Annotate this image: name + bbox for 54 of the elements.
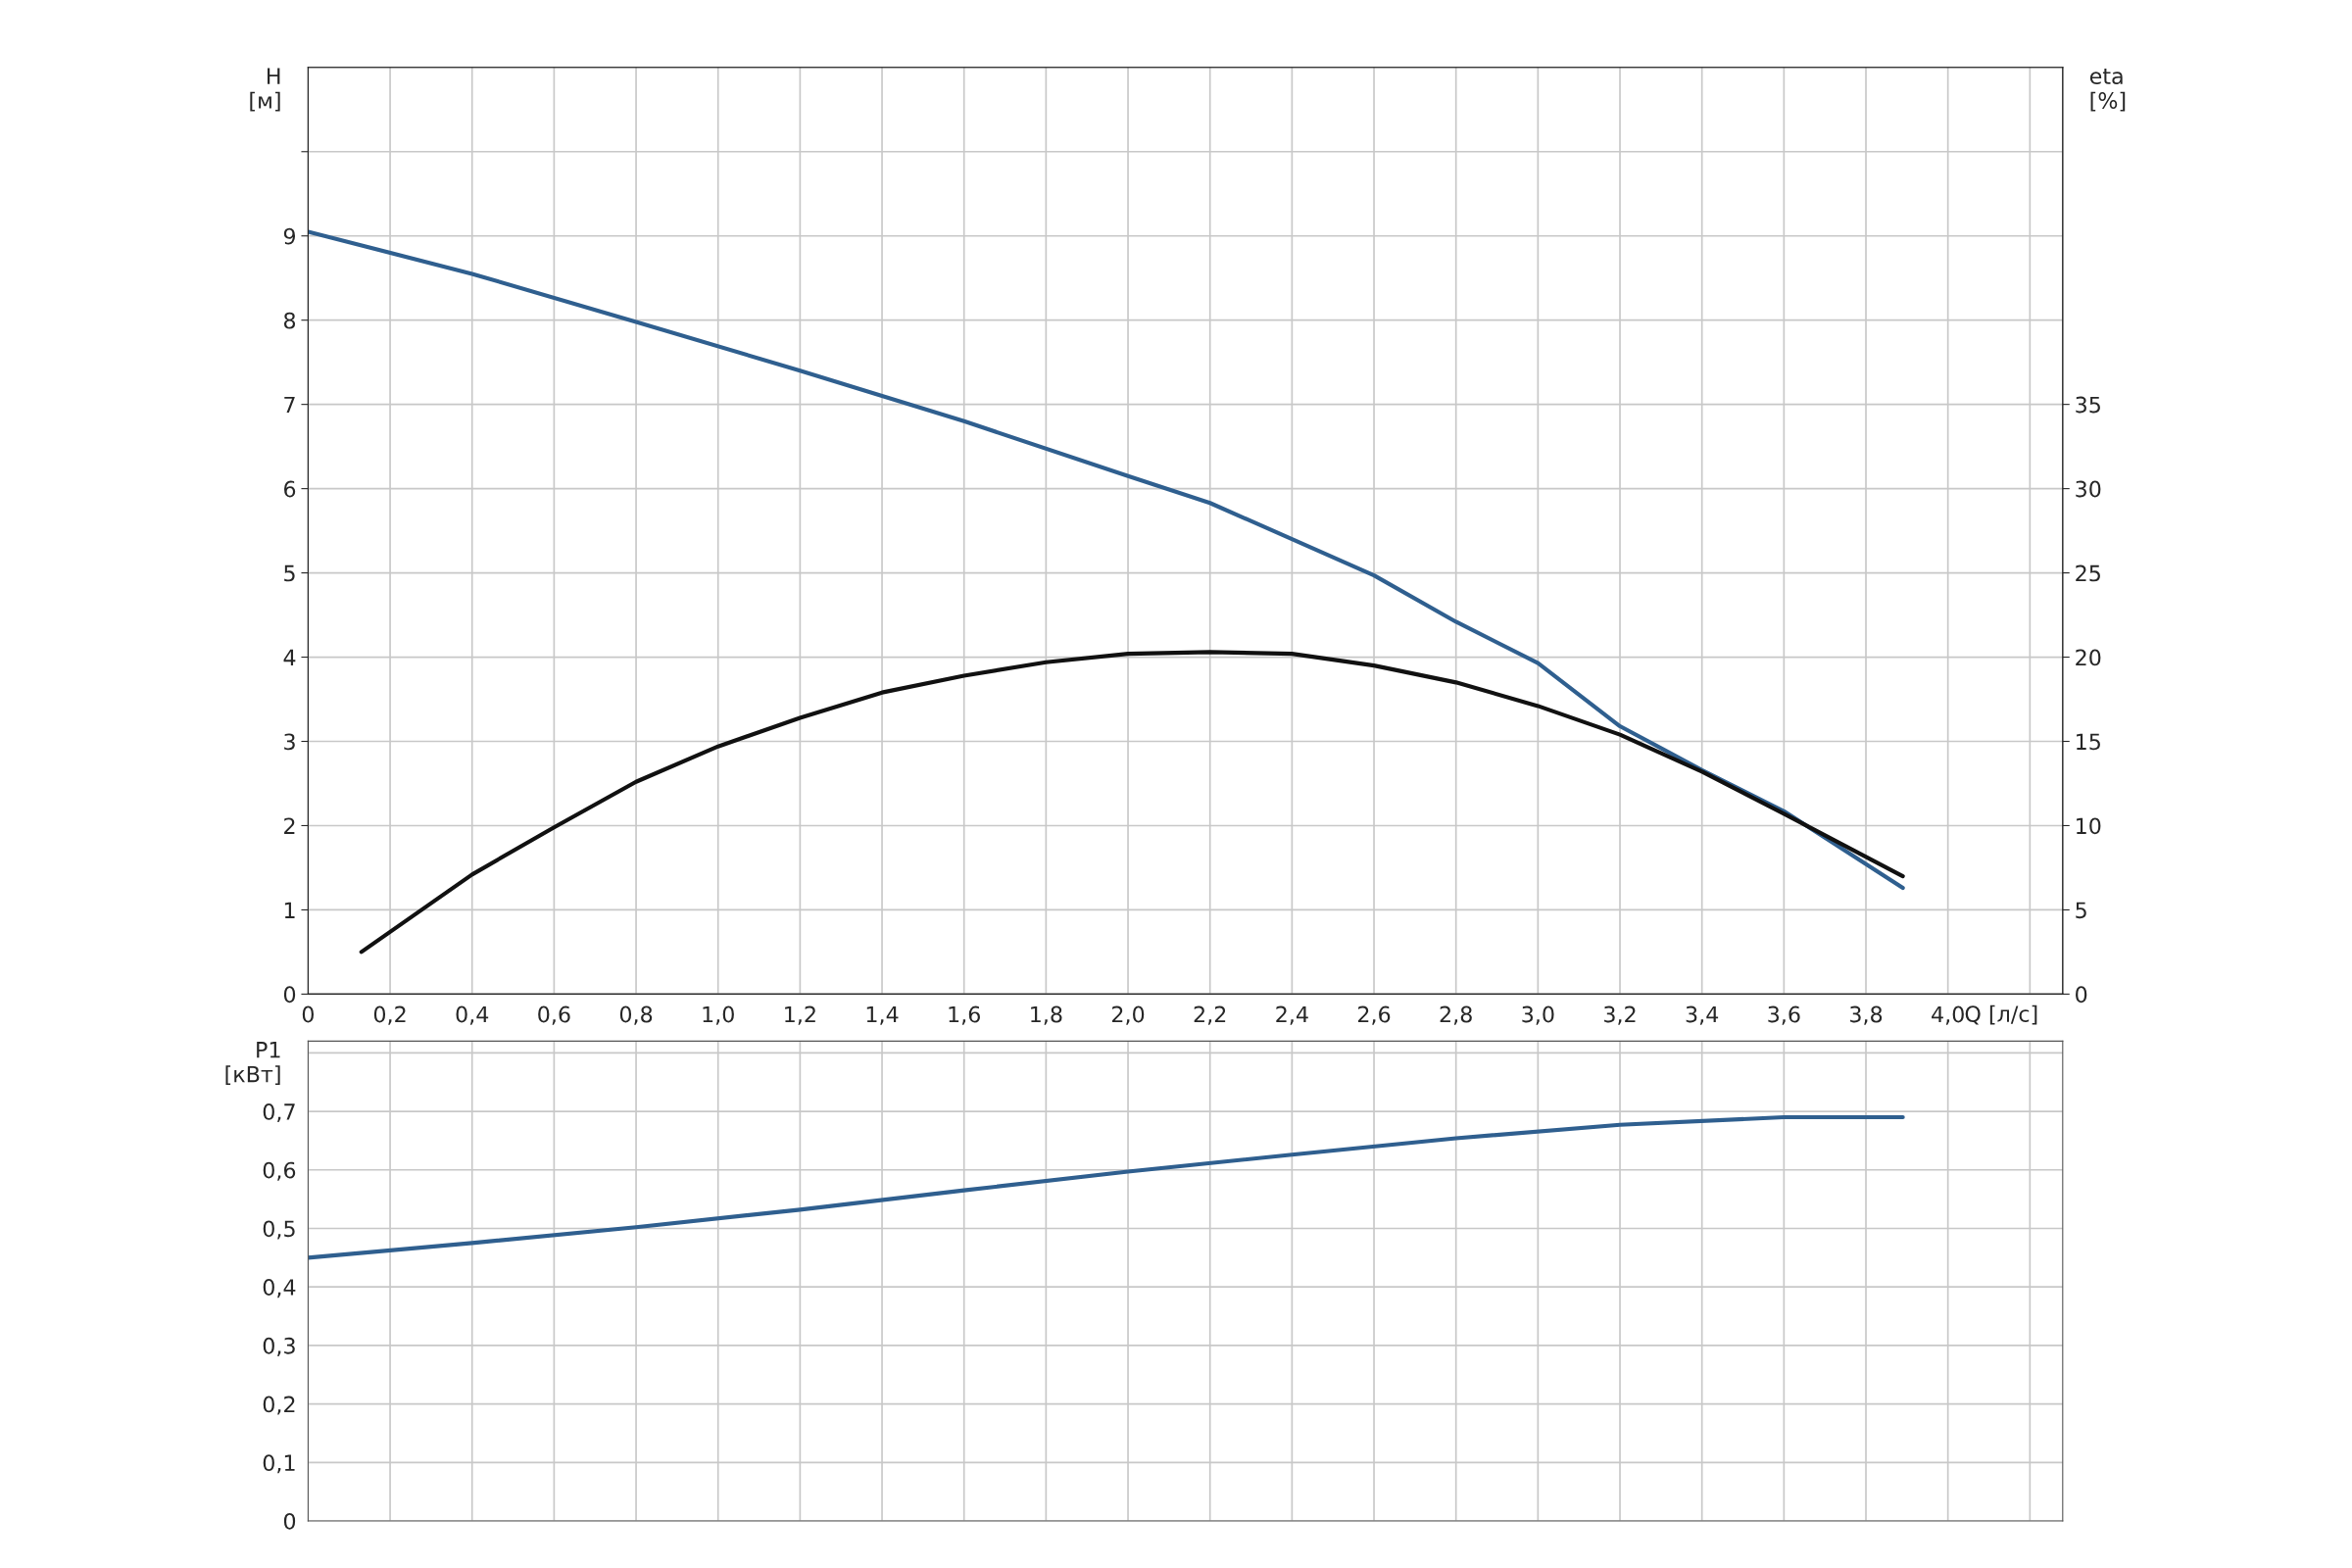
y2-tick-label: 10 [2077,817,2101,835]
x-tick-label: 0,8 [619,1005,653,1025]
y-tick-label: 4 [283,649,296,665]
x-tick-label: 0 [302,1005,314,1023]
x-tick-label: 3,8 [1850,1005,1883,1025]
y2-tick-label: 15 [2077,733,2100,751]
x-tick-label: 1,8 [1031,1005,1062,1025]
y2-tick-label: 25 [2076,564,2100,582]
y-tick-label: 0,2 [263,1396,295,1415]
y-tick-label: 5 [284,564,295,582]
x-tick-label: 1,0 [703,1005,734,1025]
y-tick-label: 0,3 [263,1337,295,1356]
y-tick-label: 0 [283,1512,296,1530]
y2-tick-label: 0 [2076,986,2087,1004]
x-tick-label: 0,2 [373,1005,406,1025]
y-tick-label: 0,5 [263,1220,295,1240]
x-tick-label: 2,2 [1194,1005,1226,1025]
y-tick-label: 6 [284,480,296,498]
y-tick-label: 7 [284,396,295,414]
y2-axis-title: eta [%] [2089,69,2126,112]
x-tick-label: 1,2 [785,1005,815,1025]
y-tick-label: 0,4 [263,1279,296,1298]
y-tick-label: 9 [283,227,296,245]
x-tick-label: 3,4 [1686,1005,1719,1025]
x-tick-label: 2,8 [1440,1005,1472,1025]
x-tick-label: 0,6 [538,1005,570,1025]
y2-tick-label: 30 [2076,480,2101,498]
x-tick-label: 1,6 [949,1005,980,1025]
x-tick-label: 2,0 [1111,1005,1145,1025]
y-tick-label: 0 [283,986,296,1004]
y-tick-label: 0,7 [263,1103,295,1123]
x-tick-label: 1,4 [866,1005,899,1025]
y-tick-label: 1 [284,902,295,918]
y-tick-label: 3 [284,733,295,751]
line-series [308,229,1905,891]
x-tick-label: 3,0 [1522,1005,1554,1025]
x-axis-title: Q [л/с] [1965,1004,2037,1025]
y-axis-title: P1 [кВт] [225,1042,280,1086]
x-tick-label: 4,0 [1932,1005,1964,1025]
x-tick-label: 3,6 [1768,1005,1800,1025]
y2-tick-label: 5 [2076,902,2086,919]
line-series [359,650,1905,955]
x-tick-label: 2,6 [1357,1005,1391,1025]
y-tick-label: 0,1 [263,1454,295,1474]
x-tick-label: 0,4 [456,1005,489,1025]
y2-tick-label: 35 [2076,396,2100,414]
y2-tick-label: 20 [2076,649,2101,666]
line-series [308,1114,1905,1260]
y-tick-label: 8 [283,312,296,329]
y-axis-title: H [м] [250,68,280,112]
y-tick-label: 0,6 [263,1161,296,1181]
x-tick-label: 2,4 [1276,1005,1308,1025]
y-tick-label: 2 [284,817,295,834]
x-tick-label: 3,2 [1604,1005,1636,1025]
